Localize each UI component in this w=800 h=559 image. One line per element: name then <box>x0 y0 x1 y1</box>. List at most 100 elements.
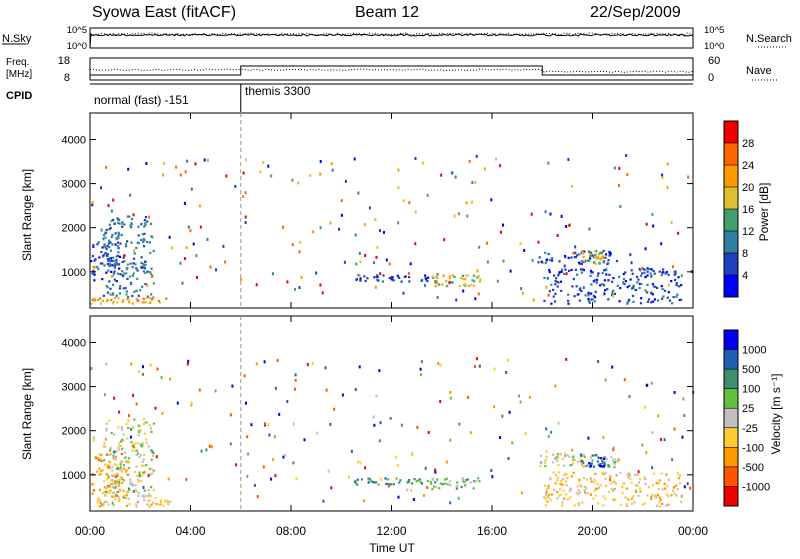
echo-cell <box>573 295 576 298</box>
echo-cell <box>250 423 253 427</box>
echo-cell <box>644 289 647 292</box>
echo-cell <box>378 369 381 373</box>
echo-cell <box>448 281 451 285</box>
echo-cell <box>118 483 121 486</box>
echo-cell <box>107 491 110 495</box>
echo-cell <box>559 493 562 496</box>
echo-cell <box>582 255 585 259</box>
echo-cell <box>611 280 614 283</box>
echo-cell <box>673 391 676 394</box>
echo-cell <box>138 424 141 427</box>
echo-cell <box>508 410 511 414</box>
echo-cell <box>601 257 604 260</box>
echo-cell <box>111 302 115 305</box>
echo-cell <box>142 486 145 489</box>
echo-cell <box>113 450 116 454</box>
echo-cell <box>612 277 615 280</box>
echo-cell <box>448 480 452 483</box>
echo-cell <box>597 272 600 275</box>
echo-cell <box>545 450 548 453</box>
echo-cell <box>103 500 107 503</box>
echo-cell <box>295 477 298 481</box>
nsky-tick-top: 10^5 <box>67 25 87 36</box>
echo-cell <box>644 275 647 278</box>
echo-cell <box>268 433 271 437</box>
echo-cell <box>583 250 586 253</box>
echo-cell <box>127 426 130 430</box>
echo-cell <box>554 292 557 295</box>
echo-cell <box>675 282 678 285</box>
echo-cell <box>540 461 543 464</box>
echo-cell <box>244 158 247 162</box>
echo-cell <box>628 284 631 287</box>
echo-cell <box>548 258 551 261</box>
echo-cell <box>600 457 603 460</box>
echo-cell <box>135 453 138 456</box>
echo-cell <box>478 245 481 249</box>
echo-cell <box>96 265 99 268</box>
echo-cell <box>109 479 113 482</box>
echo-cell <box>576 485 579 488</box>
echo-cell <box>123 254 126 258</box>
echo-cell <box>162 173 165 177</box>
echo-cell <box>570 256 573 259</box>
colorbar-tick-label: 28 <box>742 138 754 150</box>
echo-cell <box>117 442 121 445</box>
echo-cell <box>466 214 469 218</box>
colorbar-segment <box>724 330 738 351</box>
echo-cell <box>338 227 340 231</box>
echo-cell <box>102 237 105 241</box>
echo-cell <box>102 504 105 507</box>
echo-cell <box>367 477 370 480</box>
echo-cell <box>407 272 410 275</box>
echo-cell <box>142 237 145 241</box>
echo-cell <box>562 483 565 486</box>
echo-cell <box>135 297 138 301</box>
echo-cell <box>105 500 108 503</box>
echo-cell <box>125 272 128 275</box>
echo-cell <box>146 283 149 287</box>
echo-cell <box>162 504 165 507</box>
echo-cell <box>607 464 610 468</box>
echo-cell <box>572 251 575 255</box>
echo-cell <box>465 201 468 205</box>
echo-cell <box>650 274 653 277</box>
echo-cell <box>596 502 599 505</box>
echo-cell <box>670 221 673 225</box>
echo-cell <box>570 475 573 478</box>
echo-cell <box>660 285 663 288</box>
echo-cell <box>90 260 93 263</box>
echo-cell <box>475 480 478 483</box>
echo-cell <box>465 479 468 482</box>
echo-cell <box>634 473 637 477</box>
echo-cell <box>152 422 155 425</box>
echo-cell <box>123 260 126 263</box>
echo-cell <box>596 460 599 463</box>
echo-cell <box>155 502 158 506</box>
echo-cell <box>658 505 661 508</box>
echo-cell <box>426 479 429 483</box>
echo-cell <box>646 383 649 387</box>
echo-cell <box>185 477 188 481</box>
echo-cell <box>683 414 686 417</box>
echo-cell <box>553 488 556 492</box>
echo-cell <box>595 453 598 457</box>
echo-cell <box>563 497 566 500</box>
echo-cell <box>135 503 138 506</box>
echo-cell <box>136 500 140 504</box>
echo-cell <box>429 480 432 483</box>
echo-cell <box>427 276 430 279</box>
echo-cell <box>150 267 153 270</box>
echo-cell <box>537 261 540 264</box>
echo-cell <box>125 494 128 497</box>
echo-cell <box>582 251 585 254</box>
echo-cell <box>430 482 433 485</box>
echo-cell <box>578 261 581 264</box>
echo-cell <box>167 501 170 504</box>
echo-cell <box>453 214 456 218</box>
echo-cell <box>131 302 134 305</box>
echo-cell <box>105 362 108 366</box>
echo-cell <box>92 245 95 248</box>
echo-cell <box>520 491 523 495</box>
echo-cell <box>621 485 624 488</box>
